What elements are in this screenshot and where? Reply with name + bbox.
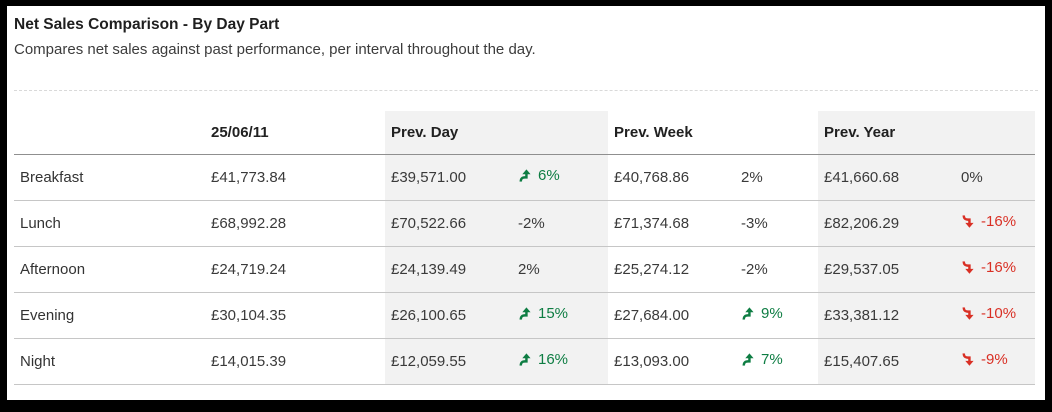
trend-up-icon [742, 307, 754, 320]
trend-down-icon [962, 215, 974, 229]
prev-day-delta: 15% [512, 292, 609, 339]
prev-week-delta: -2% [735, 246, 819, 293]
delta-percentage: 7% [761, 351, 783, 369]
prev-year-value: £15,407.65 [818, 338, 956, 385]
trend-up-icon [742, 353, 754, 366]
prev-week-delta: 2% [735, 154, 819, 201]
prev-week-value: £71,374.68 [608, 200, 736, 247]
delta-percentage: 9% [761, 305, 783, 323]
prev-day-value: £26,100.65 [385, 292, 512, 339]
delta-percentage: -2% [518, 214, 545, 232]
daypart-label: Evening [14, 292, 205, 339]
delta-percentage: 15% [538, 305, 569, 323]
prev-week-delta: 7% [735, 338, 819, 385]
widget-header: Net Sales Comparison - By Day Part Compa… [14, 15, 1038, 59]
prev-week-delta: -3% [735, 200, 819, 247]
trend-down-icon [962, 353, 974, 367]
current-sales-value: £30,104.35 [205, 292, 385, 339]
net-sales-comparison-table: 25/06/11 Prev. Day Prev. Week Prev. Year… [14, 111, 1036, 385]
table-row: Night £14,015.39 £12,059.55 16% £13,093.00 7%… [14, 338, 1036, 385]
column-header-prev-day: Prev. Day [385, 111, 609, 155]
column-header-prev-week: Prev. Week [608, 111, 819, 155]
delta-percentage: -9% [981, 351, 1008, 369]
delta-percentage: 2% [741, 168, 763, 186]
current-sales-value: £68,992.28 [205, 200, 385, 247]
prev-week-value: £40,768.86 [608, 154, 736, 201]
prev-day-value: £70,522.66 [385, 200, 512, 247]
prev-week-value: £13,093.00 [608, 338, 736, 385]
table-body: Breakfast £41,773.84 £39,571.00 6% £40,768.8… [14, 154, 1036, 385]
prev-year-delta: -10% [955, 292, 1036, 339]
prev-day-delta: 16% [512, 338, 609, 385]
current-sales-value: £14,015.39 [205, 338, 385, 385]
daypart-label: Afternoon [14, 246, 205, 293]
prev-day-delta: 6% [512, 154, 609, 201]
delta-percentage: 6% [538, 167, 560, 185]
prev-year-delta: -9% [955, 338, 1036, 385]
delta-percentage: -16% [981, 213, 1017, 231]
prev-year-delta: 0% [955, 154, 1036, 201]
trend-up-icon [519, 307, 531, 320]
table-row: Afternoon £24,719.24 £24,139.49 2% £25,274.1… [14, 246, 1036, 293]
section-divider [14, 90, 1038, 92]
delta-percentage: -3% [741, 214, 768, 232]
prev-year-value: £33,381.12 [818, 292, 956, 339]
prev-year-value: £41,660.68 [818, 154, 956, 201]
widget-title: Net Sales Comparison - By Day Part [14, 16, 280, 33]
trend-down-icon [962, 307, 974, 321]
delta-percentage: -10% [981, 305, 1017, 323]
prev-day-value: £24,139.49 [385, 246, 512, 293]
table-row: Lunch £68,992.28 £70,522.66 -2% £71,374.68 -3… [14, 200, 1036, 247]
prev-year-value: £29,537.05 [818, 246, 956, 293]
delta-percentage: 2% [518, 260, 540, 278]
trend-up-icon [519, 169, 531, 182]
table-row: Evening £30,104.35 £26,100.65 15% £27,684.00… [14, 292, 1036, 339]
prev-year-delta: -16% [955, 246, 1036, 293]
daypart-label: Breakfast [14, 154, 205, 201]
prev-week-value: £25,274.12 [608, 246, 736, 293]
table-header-row: 25/06/11 Prev. Day Prev. Week Prev. Year [14, 111, 1036, 155]
trend-down-icon [962, 261, 974, 275]
prev-year-delta: -16% [955, 200, 1036, 247]
delta-percentage: 16% [538, 351, 569, 369]
current-sales-value: £41,773.84 [205, 154, 385, 201]
prev-day-delta: -2% [512, 200, 609, 247]
prev-day-value: £39,571.00 [385, 154, 512, 201]
prev-day-delta: 2% [512, 246, 609, 293]
delta-percentage: -16% [981, 259, 1017, 277]
trend-up-icon [519, 353, 531, 366]
widget-subtitle: Compares net sales against past performa… [14, 40, 536, 58]
delta-percentage: -2% [741, 260, 768, 278]
column-header-prev-year: Prev. Year [818, 111, 1036, 155]
daypart-label: Night [14, 338, 205, 385]
prev-week-value: £27,684.00 [608, 292, 736, 339]
daypart-label: Lunch [14, 200, 205, 247]
prev-year-value: £82,206.29 [818, 200, 956, 247]
current-sales-value: £24,719.24 [205, 246, 385, 293]
prev-week-delta: 9% [735, 292, 819, 339]
delta-percentage: 0% [961, 168, 983, 186]
column-header-daypart [14, 111, 205, 155]
prev-day-value: £12,059.55 [385, 338, 512, 385]
table-row: Breakfast £41,773.84 £39,571.00 6% £40,768.8… [14, 154, 1036, 201]
column-header-date: 25/06/11 [205, 111, 385, 155]
